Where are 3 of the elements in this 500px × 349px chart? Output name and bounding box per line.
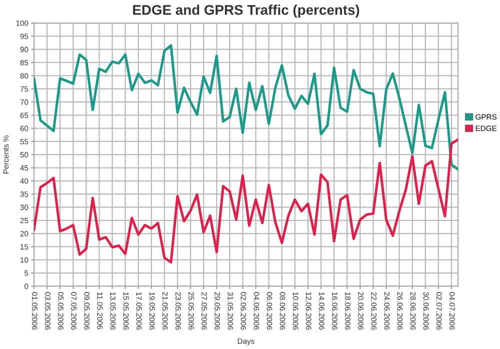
chart-title: EDGE and GPRS Traffic (percents) bbox=[133, 4, 360, 18]
line-series bbox=[34, 138, 458, 264]
line-series bbox=[34, 44, 458, 171]
